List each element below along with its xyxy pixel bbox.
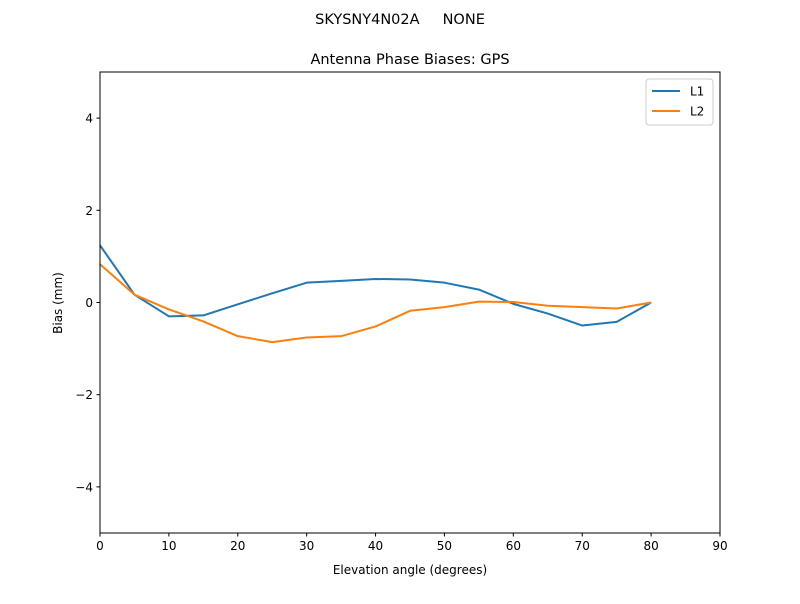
series-line-L1 [99, 244, 652, 327]
x-tick-label: 0 [96, 539, 104, 553]
x-tick-label: 50 [437, 539, 452, 553]
x-tick-label: 40 [368, 539, 383, 553]
series-line-L2 [99, 263, 652, 344]
y-tick-label: −2 [75, 388, 93, 402]
legend-label: L1 [690, 85, 704, 99]
y-axis-label: Bias (mm) [51, 272, 65, 334]
y-tick-label: 0 [85, 296, 93, 310]
x-axis-label: Elevation angle (degrees) [333, 563, 487, 577]
x-tick-label: 90 [712, 539, 727, 553]
x-tick-label: 20 [230, 539, 245, 553]
x-tick-label: 10 [161, 539, 176, 553]
axis-ticks: 0 10 20 30 40 50 60 70 80 90 −4 −2 0 2 4 [75, 112, 727, 553]
chart-title: Antenna Phase Biases: GPS [310, 52, 509, 68]
plot-area [99, 244, 652, 344]
y-tick-label: 4 [85, 112, 93, 126]
x-tick-label: 70 [575, 539, 590, 553]
axes-frame [99, 71, 721, 534]
y-tick-label: −4 [75, 480, 93, 494]
legend-label: L2 [690, 105, 704, 119]
x-tick-label: 60 [506, 539, 521, 553]
x-tick-label: 80 [643, 539, 658, 553]
figure-suptitle: SKYSNY4N02A NONE [315, 12, 485, 28]
x-tick-label: 30 [299, 539, 314, 553]
y-tick-label: 2 [85, 204, 93, 218]
